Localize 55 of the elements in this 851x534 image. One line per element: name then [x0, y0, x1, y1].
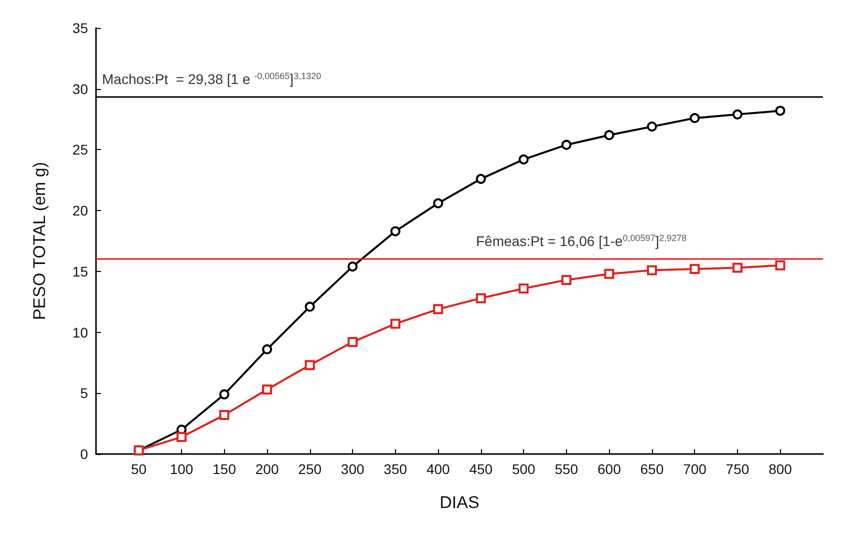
x-tick-label: 500 [512, 461, 536, 477]
point [775, 260, 786, 270]
y-tick-label: 25 [72, 142, 88, 158]
x-tick-label: 450 [469, 461, 493, 477]
point [476, 293, 486, 304]
point [561, 140, 572, 150]
point [604, 130, 614, 140]
x-tick-label: 650 [640, 461, 664, 477]
x-tick-label: 50 [130, 461, 147, 477]
point [646, 265, 657, 276]
point [390, 226, 400, 236]
point [433, 304, 444, 314]
y-tick-label: 20 [72, 202, 88, 219]
point [518, 283, 529, 294]
x-tick-label: 400 [426, 461, 450, 477]
y-tick-label: 10 [72, 324, 88, 340]
point [433, 198, 444, 208]
x-tick-label: 250 [298, 461, 322, 477]
y-tick-label: 0 [80, 446, 88, 462]
y-tick-label: 35 [72, 20, 88, 36]
point [348, 262, 358, 272]
x-tick-label: 100 [170, 461, 194, 477]
point [262, 344, 272, 354]
point [732, 109, 742, 120]
point [262, 384, 272, 394]
y-tick-label: 30 [72, 80, 88, 97]
point [690, 113, 700, 124]
point [646, 122, 657, 132]
point [732, 262, 742, 273]
x-tick-label: 350 [384, 461, 408, 477]
point [304, 302, 315, 312]
point [561, 274, 572, 285]
x-tick-label: 600 [597, 461, 622, 477]
x-tick-label: 150 [212, 461, 236, 477]
point [390, 318, 400, 329]
x-axis-title: DIAS [440, 493, 480, 512]
point [690, 264, 700, 274]
y-axis-title: PESO TOTAL (em g) [30, 162, 49, 320]
point [476, 174, 486, 184]
point [775, 106, 786, 116]
point [219, 389, 230, 400]
x-tick-label: 800 [768, 461, 792, 477]
x-tick-label: 700 [683, 461, 707, 477]
point [518, 154, 529, 164]
point [604, 268, 614, 279]
y-tick-label: 5 [80, 385, 88, 402]
point [219, 410, 230, 420]
x-tick-label: 750 [726, 461, 750, 477]
point [176, 432, 187, 442]
y-tick-label: 15 [72, 263, 88, 280]
point [304, 360, 315, 370]
x-tick-label: 550 [554, 461, 578, 477]
point [348, 337, 358, 348]
x-tick-label: 200 [255, 461, 279, 477]
x-tick-label: 300 [340, 461, 364, 477]
